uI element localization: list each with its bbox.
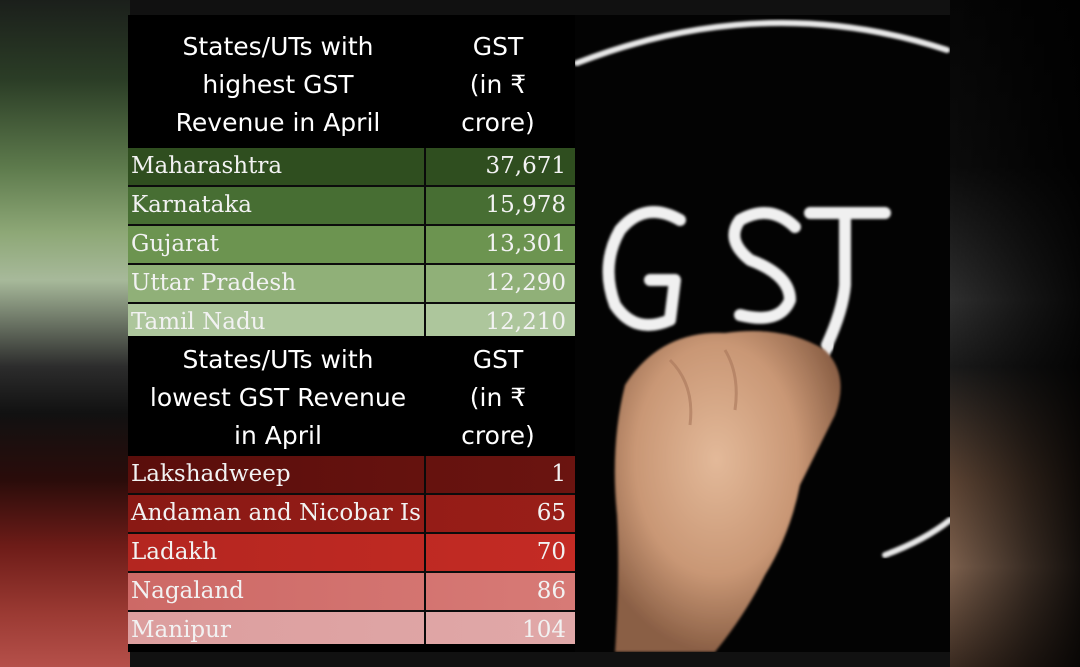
header-line: (in ₹	[469, 70, 527, 99]
gst-value: 104	[522, 617, 566, 643]
state-name: Lakshadweep	[128, 456, 426, 493]
table-row: Karnataka 15,978	[128, 187, 575, 226]
table-row: Gujarat 13,301	[128, 226, 575, 265]
table-row: Lakshadweep 1	[128, 456, 575, 495]
state-name: Tamil Nadu	[128, 304, 426, 336]
state-name: Andaman and Nicobar Is	[128, 495, 426, 532]
state-name: Nagaland	[128, 573, 426, 610]
header-line: crore)	[461, 421, 535, 450]
table-row: Maharashtra 37,671	[128, 148, 575, 187]
table-row: Ladakh 70	[128, 534, 575, 573]
header-line: crore)	[461, 108, 535, 137]
gst-value: 15,978	[485, 192, 566, 218]
header-line: lowest GST Revenue	[149, 383, 407, 412]
highest-table-body: Maharashtra 37,671 Karnataka 15,978 Guja…	[128, 148, 575, 336]
highest-gst-column-header: GST (in ₹ crore)	[428, 28, 568, 148]
header-line: GST	[472, 32, 524, 61]
lowest-table-header: States/UTs with lowest GST Revenue in Ap…	[128, 336, 575, 456]
gst-value: 65	[536, 500, 566, 526]
header-line: GST	[472, 345, 524, 374]
hand-shape	[614, 331, 841, 652]
table-row: Manipur 104	[128, 612, 575, 644]
gst-value: 70	[536, 539, 566, 565]
table-row: Tamil Nadu 12,210	[128, 304, 575, 336]
lowest-table-body: Lakshadweep 1 Andaman and Nicobar Is 65 …	[128, 456, 575, 644]
lowest-gst-column-header: GST (in ₹ crore)	[428, 341, 568, 456]
highest-state-column-header: States/UTs with highest GST Revenue in A…	[128, 28, 428, 148]
blurred-background-left	[0, 0, 130, 667]
state-name: Karnataka	[128, 187, 426, 224]
state-name: Ladakh	[128, 534, 426, 571]
header-line: Revenue in April	[175, 108, 381, 137]
header-line: in April	[234, 421, 322, 450]
header-line: States/UTs with	[182, 32, 374, 61]
infographic-panel: States/UTs with highest GST Revenue in A…	[128, 15, 950, 652]
gst-value: 86	[536, 578, 566, 604]
table-row: Andaman and Nicobar Is 65	[128, 495, 575, 534]
lowest-state-column-header: States/UTs with lowest GST Revenue in Ap…	[128, 341, 428, 456]
state-name: Uttar Pradesh	[128, 265, 426, 302]
header-line: (in ₹	[469, 383, 527, 412]
table-row: Uttar Pradesh 12,290	[128, 265, 575, 304]
header-line: highest GST	[202, 70, 354, 99]
gst-value: 12,290	[485, 270, 566, 296]
gst-tables: States/UTs with highest GST Revenue in A…	[128, 15, 575, 652]
header-line: States/UTs with	[182, 345, 374, 374]
gst-value: 1	[551, 461, 566, 487]
chalkboard-illustration	[575, 19, 950, 652]
highest-table-header: States/UTs with highest GST Revenue in A…	[128, 15, 575, 148]
gst-value: 12,210	[485, 309, 566, 335]
table-row: Nagaland 86	[128, 573, 575, 612]
state-name: Manipur	[128, 612, 426, 644]
gst-value: 13,301	[485, 231, 566, 257]
state-name: Maharashtra	[128, 148, 426, 185]
gst-value: 37,671	[485, 153, 566, 179]
blurred-background-right	[950, 0, 1080, 667]
gst-chalkboard-photo	[575, 15, 950, 652]
state-name: Gujarat	[128, 226, 426, 263]
